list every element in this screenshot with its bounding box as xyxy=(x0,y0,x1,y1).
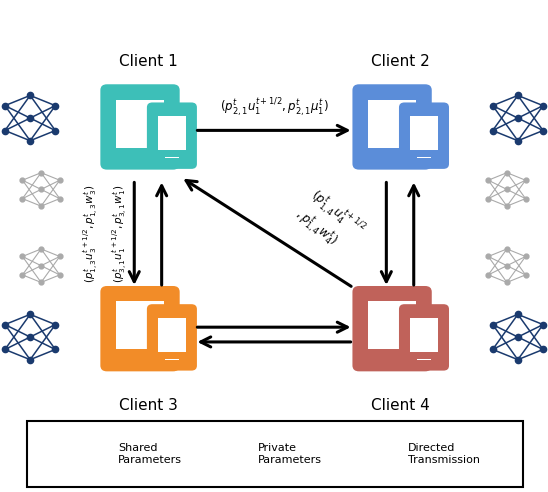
Bar xyxy=(410,318,438,352)
Text: Directed
Transmission: Directed Transmission xyxy=(408,443,480,464)
FancyBboxPatch shape xyxy=(27,421,523,487)
Bar xyxy=(368,302,416,349)
Text: $(p^t_{2,1}u_1^{t+1/2},p^t_{2,1}\mu_1^t)$: $(p^t_{2,1}u_1^{t+1/2},p^t_{2,1}\mu_1^t)… xyxy=(220,97,328,119)
FancyBboxPatch shape xyxy=(100,286,180,371)
Bar xyxy=(165,157,179,158)
Text: $(p^t_{1,3}u_3^{t+1/2},p^t_{1,3}w_3^t)$: $(p^t_{1,3}u_3^{t+1/2},p^t_{1,3}w_3^t)$ xyxy=(81,184,100,283)
FancyBboxPatch shape xyxy=(147,102,197,169)
Bar xyxy=(158,318,186,352)
Text: Shared
Parameters: Shared Parameters xyxy=(118,443,182,464)
Bar xyxy=(368,100,416,148)
Bar xyxy=(165,359,179,360)
Bar xyxy=(116,100,164,148)
Text: Client 3: Client 3 xyxy=(118,399,178,413)
FancyBboxPatch shape xyxy=(352,286,432,371)
Text: $(p^t_{1,4}u_4^{t+1/2}$
$,p^t_{1,4}w_4^t)$: $(p^t_{1,4}u_4^{t+1/2}$ $,p^t_{1,4}w_4^t… xyxy=(290,185,368,259)
Bar xyxy=(417,359,431,360)
FancyBboxPatch shape xyxy=(147,304,197,370)
FancyBboxPatch shape xyxy=(352,84,432,170)
FancyBboxPatch shape xyxy=(100,84,180,170)
Bar xyxy=(116,302,164,349)
Text: Client 1: Client 1 xyxy=(118,54,178,69)
FancyBboxPatch shape xyxy=(399,102,449,169)
Bar xyxy=(417,157,431,158)
Text: Client 4: Client 4 xyxy=(370,399,430,413)
Text: Private
Parameters: Private Parameters xyxy=(258,443,322,464)
Text: $(p^t_{3,1}u_1^{t+1/2},p^t_{3,1}w_1^t)$: $(p^t_{3,1}u_1^{t+1/2},p^t_{3,1}w_1^t)$ xyxy=(110,184,129,283)
Bar xyxy=(410,117,438,151)
FancyBboxPatch shape xyxy=(399,304,449,370)
Bar xyxy=(158,117,186,151)
Text: Client 2: Client 2 xyxy=(370,54,430,69)
